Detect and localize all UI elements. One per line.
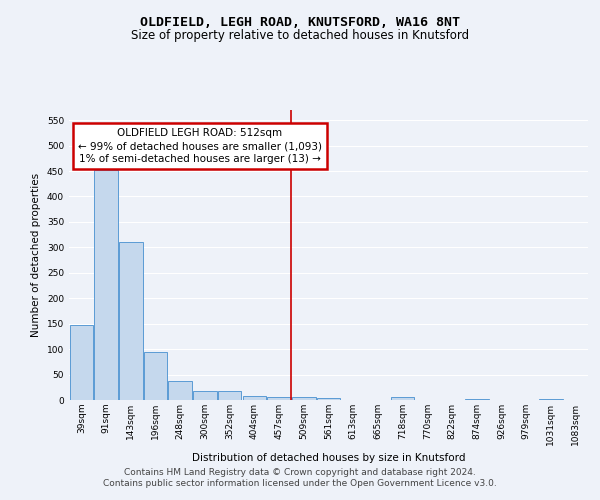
Bar: [218, 391, 241, 400]
Text: Size of property relative to detached houses in Knutsford: Size of property relative to detached ho…: [131, 28, 469, 42]
Bar: [119, 242, 143, 400]
Bar: [94, 170, 118, 400]
Bar: [70, 324, 93, 400]
Text: Contains public sector information licensed under the Open Government Licence v3: Contains public sector information licen…: [103, 480, 497, 488]
Bar: [169, 380, 192, 400]
Bar: [465, 399, 488, 400]
Bar: [193, 392, 217, 400]
Bar: [144, 352, 167, 400]
Y-axis label: Number of detached properties: Number of detached properties: [31, 173, 41, 337]
Bar: [391, 398, 415, 400]
Bar: [242, 396, 266, 400]
Text: OLDFIELD, LEGH ROAD, KNUTSFORD, WA16 8NT: OLDFIELD, LEGH ROAD, KNUTSFORD, WA16 8NT: [140, 16, 460, 29]
Text: Contains HM Land Registry data © Crown copyright and database right 2024.: Contains HM Land Registry data © Crown c…: [124, 468, 476, 477]
Text: OLDFIELD LEGH ROAD: 512sqm
← 99% of detached houses are smaller (1,093)
1% of se: OLDFIELD LEGH ROAD: 512sqm ← 99% of deta…: [78, 128, 322, 164]
Bar: [317, 398, 340, 400]
X-axis label: Distribution of detached houses by size in Knutsford: Distribution of detached houses by size …: [192, 453, 465, 463]
Bar: [292, 398, 316, 400]
Bar: [268, 398, 291, 400]
Bar: [539, 399, 563, 400]
